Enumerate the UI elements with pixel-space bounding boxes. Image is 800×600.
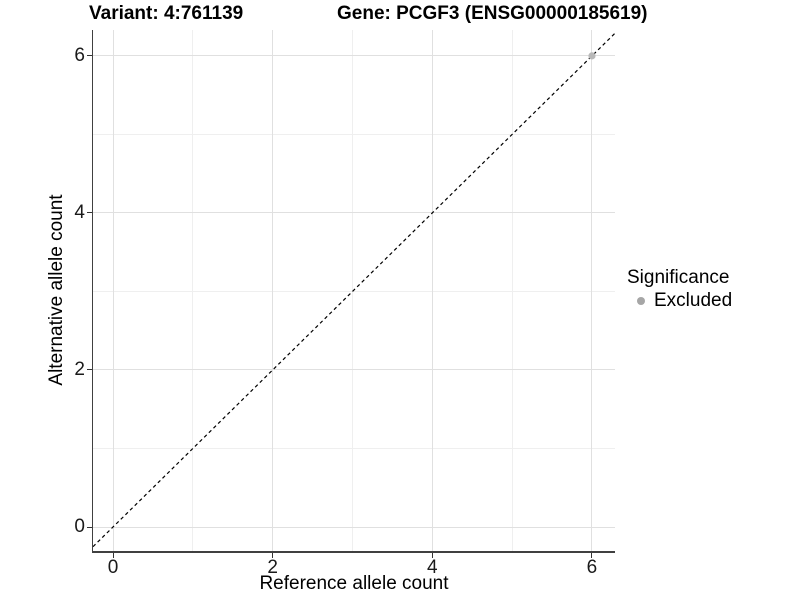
x-axis-title: Reference allele count — [259, 573, 449, 594]
gene-title: Gene: PCGF3 (ENSG00000185619) — [337, 3, 648, 24]
y-tick-label: 4 — [74, 201, 85, 223]
variant-title: Variant: 4:761139 — [89, 3, 244, 24]
grid-minor-y — [93, 447, 615, 449]
y-tick-mark — [86, 526, 92, 528]
y-tick-mark — [86, 55, 92, 57]
grid-minor-x — [192, 30, 194, 551]
x-tick-label: 6 — [586, 557, 598, 578]
grid-major-x — [591, 30, 593, 551]
identity-line — [93, 32, 615, 548]
x-tick-mark — [112, 552, 114, 558]
legend-item-label: Excluded — [654, 290, 733, 311]
x-axis-line — [91, 551, 615, 553]
y-tick-label: 2 — [74, 358, 85, 380]
y-tick-label: 6 — [74, 44, 85, 66]
x-tick-label: 4 — [427, 557, 438, 578]
plot-panel — [93, 30, 615, 551]
x-tick-mark — [591, 552, 593, 558]
y-tick-label: 0 — [74, 516, 85, 537]
grid-major-y — [93, 55, 615, 57]
grid-major-x — [112, 30, 114, 551]
panel-drawing-layer — [93, 32, 615, 548]
legend-items: Excluded — [627, 290, 732, 312]
legend-point-icon — [637, 297, 645, 305]
x-tick-label: 0 — [107, 557, 119, 578]
x-tick-mark — [272, 552, 274, 558]
legend-title: Significance — [627, 267, 730, 288]
grid-major-x — [272, 30, 274, 551]
grid-minor-y — [93, 133, 615, 135]
y-axis-line — [91, 30, 93, 553]
y-axis-title: Alternative allele count — [46, 194, 67, 386]
data-point — [588, 52, 596, 60]
legend-item: Excluded — [627, 290, 732, 312]
x-tick-label: 2 — [267, 557, 278, 578]
grid-minor-x — [351, 30, 353, 551]
y-tick-mark — [86, 369, 92, 371]
grid-major-y — [93, 526, 615, 528]
grid-major-y — [93, 212, 615, 214]
grid-minor-y — [93, 290, 615, 292]
grid-major-y — [93, 369, 615, 371]
y-tick-mark — [86, 212, 92, 214]
grid-minor-x — [511, 30, 513, 551]
legend: Significance Excluded — [627, 267, 732, 312]
grid-major-x — [431, 30, 433, 551]
x-tick-mark — [431, 552, 433, 558]
